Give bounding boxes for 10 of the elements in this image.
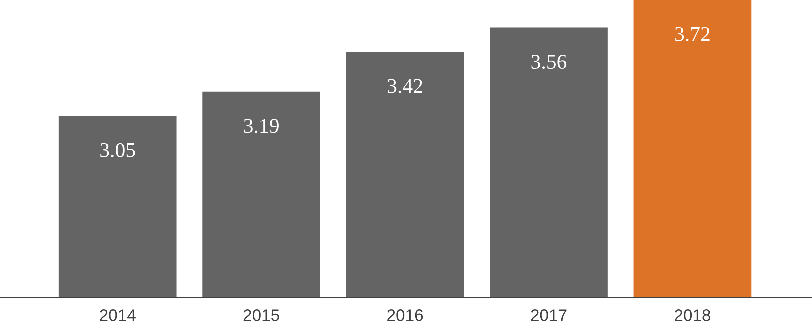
x-tick-label: 2014	[100, 310, 136, 322]
x-tick-label: 2016	[388, 310, 424, 322]
x-tick-label: 2018	[675, 310, 711, 322]
data-label: 3.05	[100, 143, 136, 158]
data-label: 3.42	[388, 79, 422, 94]
data-label: 3.19	[244, 119, 279, 134]
x-tick-label: 2017	[531, 310, 567, 322]
data-label: 3.56	[532, 55, 567, 70]
x-tick-label: 2015	[244, 310, 280, 322]
data-label: 3.72	[675, 27, 710, 42]
